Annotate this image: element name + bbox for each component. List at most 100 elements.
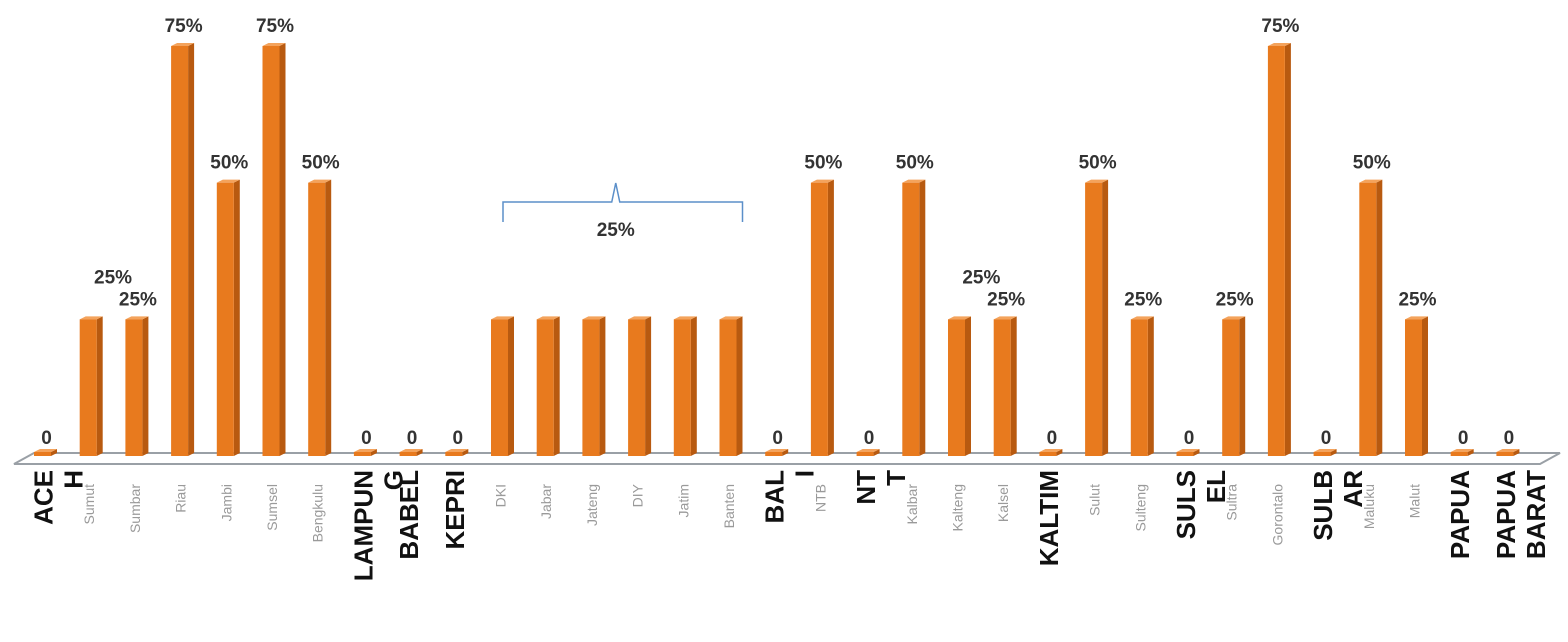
bar-side-sulut xyxy=(1102,179,1109,456)
bar-side-gorontalo xyxy=(1284,43,1291,456)
bar-side-sultra xyxy=(1239,316,1246,456)
axis-label-bold-bali-1: I xyxy=(790,470,820,477)
bar-sumsel xyxy=(262,46,280,456)
bar-top-malut xyxy=(1405,316,1428,320)
bar-top-kalbar xyxy=(902,179,926,183)
bar-side-sumsel xyxy=(279,43,286,456)
bar-top-aceh xyxy=(34,449,57,452)
value-label-maluku: 50% xyxy=(1353,153,1391,174)
value-label-sumsel: 75% xyxy=(256,16,294,37)
axis-label-bold-papua-barat-1: BARAT xyxy=(1521,470,1551,559)
bar-side-jabar xyxy=(553,316,560,456)
bar-top-babel xyxy=(399,449,423,452)
bar-jateng xyxy=(582,319,600,456)
bar-sulbar xyxy=(1313,452,1331,456)
axis-label-bold-aceh-0: ACE xyxy=(29,470,59,525)
bar-gorontalo xyxy=(1267,46,1285,456)
bar-side-sumut xyxy=(96,316,103,456)
value-label-sulbar: 0 xyxy=(1321,428,1332,449)
bar-sultra xyxy=(1222,319,1240,456)
value-label-kepri: 0 xyxy=(453,428,464,449)
bar-ntb xyxy=(810,182,828,456)
bar-top-sumut xyxy=(79,316,103,320)
bar-papua-barat xyxy=(1496,452,1514,456)
bar-side-maluku xyxy=(1376,179,1383,456)
bar-side-kaltim xyxy=(1056,449,1063,456)
value-label-aceh: 0 xyxy=(41,428,52,449)
axis-label-bold-papua-barat-0: PAPUA xyxy=(1491,470,1521,559)
bar-top-sulbar xyxy=(1313,449,1337,452)
axis-label-bold-sulsel-1: EL xyxy=(1201,470,1231,503)
axis-label-bold-sulsel-0: SULS xyxy=(1171,470,1201,539)
bar-sulut xyxy=(1085,182,1103,456)
value-label-sulsel: 0 xyxy=(1184,428,1195,449)
bar-side-riau xyxy=(188,43,195,456)
axis-label-sumbar: Sumbar xyxy=(127,484,143,533)
value-label-lampung: 0 xyxy=(361,428,372,449)
bar-ntt xyxy=(856,452,874,456)
bar-side-bali xyxy=(782,449,789,456)
bar-side-ntt xyxy=(873,449,880,456)
bar-side-jatim xyxy=(690,316,697,456)
axis-label-jabar: Jabar xyxy=(538,484,554,519)
bar-diy xyxy=(628,319,646,456)
bar-side-ntb xyxy=(827,179,834,456)
bar-top-kaltim xyxy=(1039,449,1063,452)
value-label-kaltim: 0 xyxy=(1047,428,1058,449)
axis-label-bold-ntt-1: T xyxy=(881,470,911,486)
axis-label-banten: Banten xyxy=(721,484,737,528)
axis-label-kalbar: Kalbar xyxy=(904,484,920,525)
group-brace xyxy=(502,182,744,222)
bar-jabar xyxy=(536,319,554,456)
axis-label-bold-kepri-0: KEPRI xyxy=(440,470,470,549)
value-label-babel: 0 xyxy=(407,428,418,449)
axis-label-jambi: Jambi xyxy=(218,484,234,521)
axis-label-kalsel: Kalsel xyxy=(995,484,1011,522)
axis-label-bold-sulbar-0: SULB xyxy=(1308,470,1338,541)
bar-bengkulu xyxy=(308,182,326,456)
bar-top-papua xyxy=(1450,449,1474,452)
bar-top-jambi xyxy=(216,179,240,183)
bar-top-papua-barat xyxy=(1496,449,1520,452)
group-label-1: 25% xyxy=(94,267,132,288)
bar-babel xyxy=(399,452,417,456)
bar-sumut xyxy=(79,319,97,456)
bar-side-sulbar xyxy=(1330,449,1337,456)
bar-malut xyxy=(1405,319,1422,456)
bar-top-jateng xyxy=(582,316,606,320)
axis-label-bold-lampung-0: LAMPUN xyxy=(348,470,378,581)
value-label-kalsel: 25% xyxy=(987,289,1025,310)
bar-top-jabar xyxy=(536,316,560,320)
value-label-bali: 0 xyxy=(772,428,783,449)
bar-top-ntt xyxy=(856,449,880,452)
bar-side-aceh xyxy=(51,449,57,456)
bar-top-sultra xyxy=(1222,316,1246,320)
axis-label-jateng: Jateng xyxy=(584,484,600,526)
bar-side-jateng xyxy=(599,316,606,456)
bar-side-sulteng xyxy=(1147,316,1154,456)
axis-label-bold-aceh-1: H xyxy=(59,470,89,489)
group-label-2: 25% xyxy=(962,267,1000,288)
bar-jambi xyxy=(216,182,234,456)
bar-kalbar xyxy=(902,182,920,456)
bar-top-diy xyxy=(628,316,652,320)
axis-label-bold-babel-0: BABEL xyxy=(394,470,424,560)
value-label-ntt: 0 xyxy=(864,428,875,449)
value-label-papua: 0 xyxy=(1458,428,1469,449)
bar-top-lampung xyxy=(353,449,377,452)
bar-side-bengkulu xyxy=(325,179,332,456)
bar-kalteng xyxy=(948,319,965,456)
value-label-bengkulu: 50% xyxy=(302,153,340,174)
bar-top-sulteng xyxy=(1130,316,1154,320)
bar-top-bali xyxy=(765,449,789,452)
bar-top-banten xyxy=(719,316,743,320)
bar-side-diy xyxy=(645,316,652,456)
axis-label-riau: Riau xyxy=(173,484,189,513)
bar-lampung xyxy=(353,452,371,456)
axis-label-dki: DKI xyxy=(493,484,509,507)
bar-top-kepri xyxy=(445,449,469,452)
axis-label-sumsel: Sumsel xyxy=(264,484,280,531)
bar-top-ntb xyxy=(810,179,834,183)
